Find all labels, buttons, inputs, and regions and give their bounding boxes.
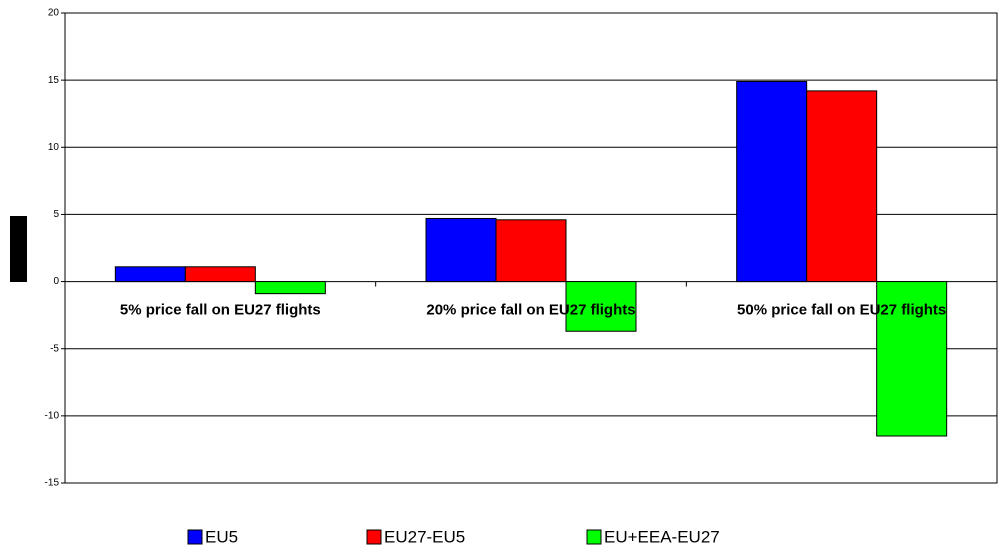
- bar: [425, 217, 497, 283]
- y-tick-label: -15: [45, 478, 60, 489]
- y-tick-label: -10: [45, 410, 60, 421]
- bar: [565, 281, 637, 332]
- legend-swatch: [366, 529, 382, 545]
- y-tick-label: 20: [48, 8, 60, 19]
- y-tick-label: -5: [50, 343, 59, 354]
- legend-label: EU+EEA-EU27: [604, 527, 720, 546]
- bar: [254, 281, 326, 295]
- legend-swatch: [187, 529, 203, 545]
- axis-label-box: [10, 216, 27, 282]
- bar: [184, 266, 256, 283]
- y-tick-label: 15: [48, 75, 60, 86]
- x-tick-label: 50% price fall on EU27 flights: [737, 302, 946, 319]
- y-tick-label: 0: [53, 276, 59, 287]
- x-tick-label: 20% price fall on EU27 flights: [426, 302, 635, 319]
- bar: [876, 281, 948, 437]
- y-tick-label: 5: [53, 209, 59, 220]
- bar: [806, 90, 878, 283]
- legend-label: EU5: [205, 527, 238, 546]
- bar: [736, 80, 808, 283]
- legend-label: EU27-EU5: [384, 527, 465, 546]
- bar: [495, 219, 567, 283]
- legend-swatch: [586, 529, 602, 545]
- x-tick-label: 5% price fall on EU27 flights: [120, 302, 321, 319]
- y-tick-label: 10: [48, 142, 60, 153]
- bar: [114, 266, 186, 283]
- plot-border: [64, 12, 998, 484]
